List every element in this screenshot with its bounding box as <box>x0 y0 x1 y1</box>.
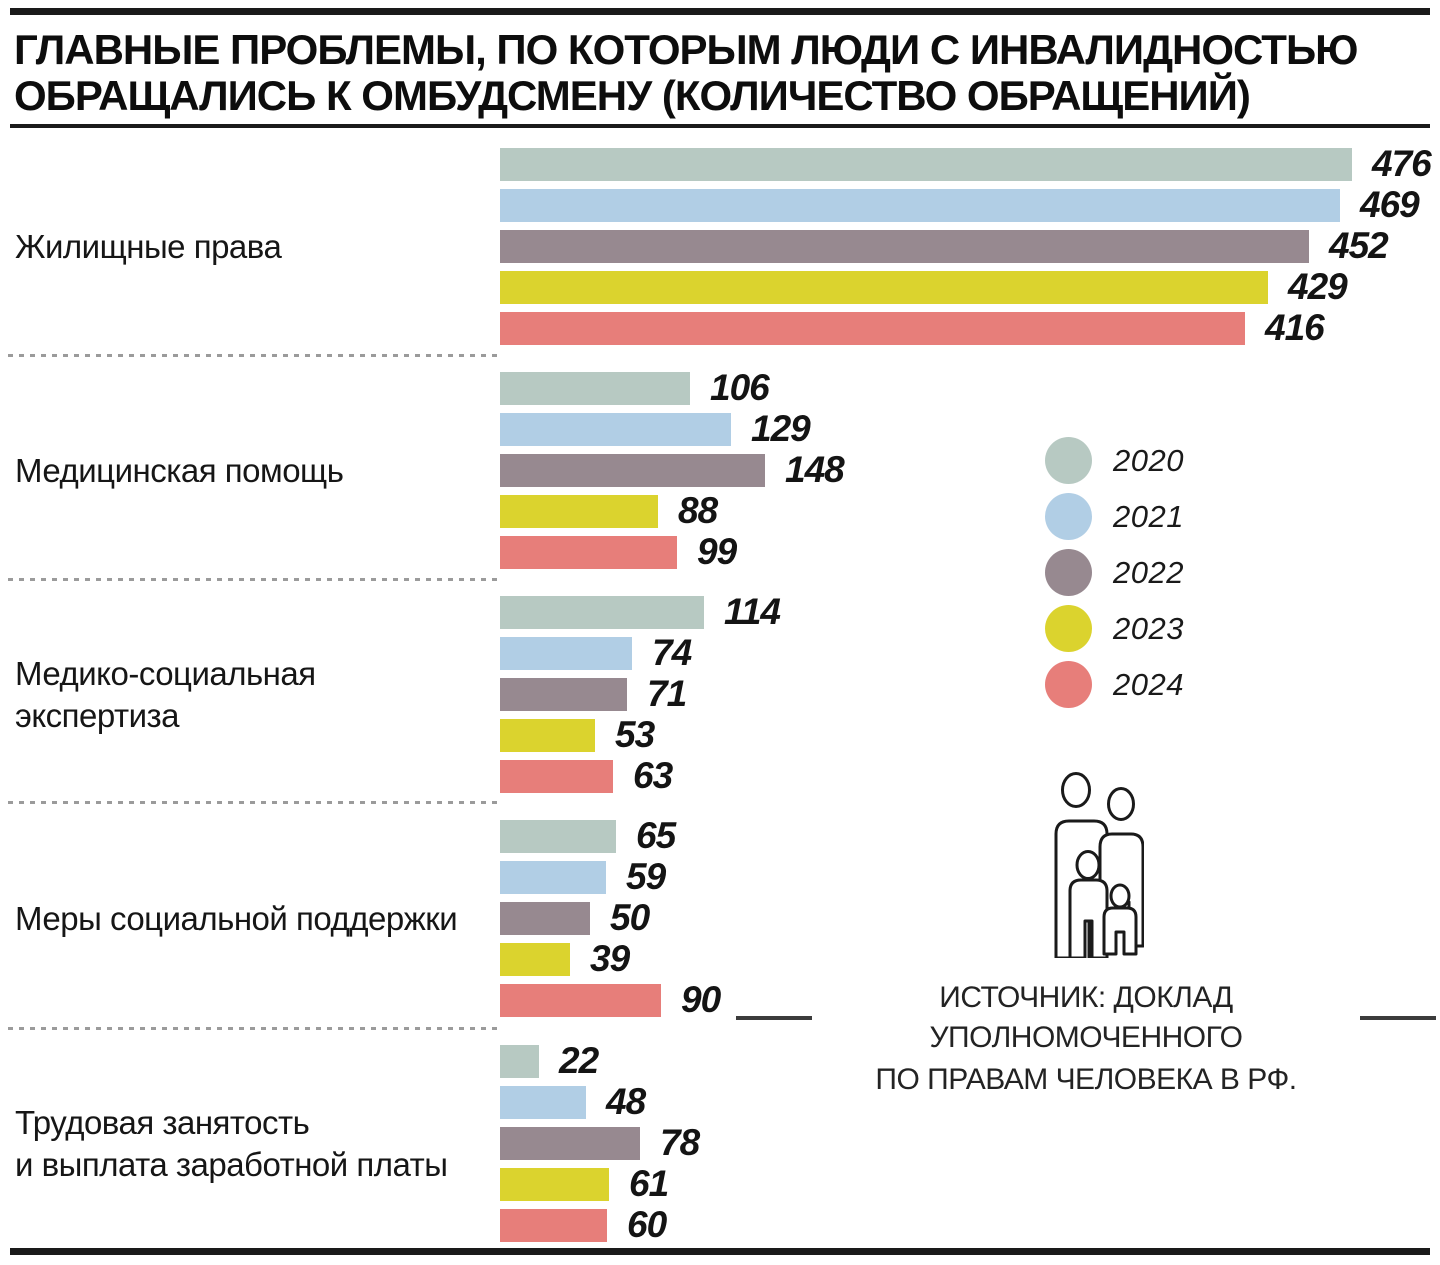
bar-2024-group-1 <box>500 536 677 569</box>
group-separator-4 <box>8 1027 498 1030</box>
bar-value-label: 88 <box>678 489 718 531</box>
category-label-line: Медико-социальная экспертиза <box>15 654 316 734</box>
group-separator-1 <box>8 354 498 357</box>
bar-value-label: 59 <box>626 855 666 897</box>
legend-item-2020: 2020 <box>1045 437 1184 484</box>
category-label-line: и выплата заработной платы <box>15 1145 448 1183</box>
bar-value-label: 106 <box>710 366 770 408</box>
bar-2022-group-1 <box>500 454 765 487</box>
bar-2023-group-0 <box>500 271 1268 304</box>
legend: 2020 2021 2022 2023 2024 <box>1045 437 1184 708</box>
source-left-dash <box>736 1016 812 1020</box>
bar-value-label: 99 <box>697 530 737 572</box>
legend-year-label: 2023 <box>1113 610 1184 646</box>
bar-2021-group-2 <box>500 637 632 670</box>
source-row-1: ИСТОЧНИК: ДОКЛАД УПОЛНОМОЧЕННОГО <box>736 978 1436 1058</box>
legend-color-dot-2022 <box>1045 549 1092 596</box>
bar-2023-group-1 <box>500 495 658 528</box>
bar-value-label: 61 <box>629 1162 669 1204</box>
legend-year-label: 2021 <box>1113 498 1184 534</box>
legend-item-2021: 2021 <box>1045 493 1184 540</box>
bar-2023-group-3 <box>500 943 570 976</box>
legend-year-label: 2024 <box>1113 666 1184 702</box>
legend-year-label: 2022 <box>1113 554 1184 590</box>
category-label-line: Медицинская помощь <box>15 451 344 489</box>
bar-2022-group-4 <box>500 1127 640 1160</box>
category-label-2: Медико-социальная экспертиза <box>15 653 485 737</box>
bar-2021-group-4 <box>500 1086 586 1119</box>
title-line-2: ОБРАЩАЛИСЬ К ОМБУДСМЕНУ (КОЛИЧЕСТВО ОБРА… <box>14 72 1251 119</box>
page-title: ГЛАВНЫЕ ПРОБЛЕМЫ, ПО КОТОРЫМ ЛЮДИ С ИНВА… <box>14 26 1358 119</box>
source-text-line-1: ИСТОЧНИК: ДОКЛАД УПОЛНОМОЧЕННОГО <box>929 981 1243 1054</box>
category-label-3: Меры социальной поддержки <box>15 898 485 940</box>
bar-value-label: 65 <box>636 814 676 856</box>
bar-2024-group-0 <box>500 312 1245 345</box>
legend-color-dot-2024 <box>1045 661 1092 708</box>
bar-2021-group-3 <box>500 861 606 894</box>
bar-value-label: 48 <box>606 1080 646 1122</box>
bar-2023-group-2 <box>500 719 595 752</box>
legend-color-dot-2020 <box>1045 437 1092 484</box>
bar-2022-group-2 <box>500 678 627 711</box>
source-note: ИСТОЧНИК: ДОКЛАД УПОЛНОМОЧЕННОГО ПО ПРАВ… <box>736 978 1436 1100</box>
legend-item-2024: 2024 <box>1045 661 1184 708</box>
bar-value-label: 60 <box>627 1203 667 1245</box>
bar-value-label: 78 <box>660 1121 700 1163</box>
bar-value-label: 71 <box>647 672 687 714</box>
bar-value-label: 148 <box>785 448 845 490</box>
bar-2020-group-2 <box>500 596 704 629</box>
bar-2020-group-0 <box>500 148 1352 181</box>
legend-color-dot-2021 <box>1045 493 1092 540</box>
bar-2024-group-2 <box>500 760 613 793</box>
bar-value-label: 50 <box>610 896 650 938</box>
legend-year-label: 2020 <box>1113 442 1184 478</box>
bar-2023-group-4 <box>500 1168 609 1201</box>
bar-2020-group-1 <box>500 372 690 405</box>
bar-2020-group-3 <box>500 820 616 853</box>
bar-2022-group-0 <box>500 230 1309 263</box>
bottom-rule <box>10 1248 1430 1255</box>
family-icon <box>1054 772 1144 958</box>
source-text-line-2: ПО ПРАВАМ ЧЕЛОВЕКА В РФ. <box>875 1063 1297 1096</box>
bar-value-label: 53 <box>615 713 655 755</box>
category-label-line: Трудовая занятость <box>15 1103 310 1141</box>
group-separator-3 <box>8 801 498 804</box>
bar-2021-group-1 <box>500 413 731 446</box>
title-divider <box>10 124 1430 128</box>
top-rule <box>10 8 1430 15</box>
bar-value-label: 469 <box>1360 183 1420 225</box>
category-label-line: Меры социальной поддержки <box>15 899 458 937</box>
bar-value-label: 452 <box>1329 224 1389 266</box>
bar-value-label: 129 <box>751 407 811 449</box>
bar-value-label: 476 <box>1372 142 1432 184</box>
bar-2020-group-4 <box>500 1045 539 1078</box>
category-label-1: Медицинская помощь <box>15 450 485 492</box>
group-separator-2 <box>8 578 498 581</box>
bar-value-label: 39 <box>590 937 630 979</box>
legend-color-dot-2023 <box>1045 605 1092 652</box>
legend-item-2022: 2022 <box>1045 549 1184 596</box>
bar-value-label: 416 <box>1265 306 1325 348</box>
category-label-4: Трудовая занятость и выплата заработной п… <box>15 1102 485 1186</box>
bar-value-label: 22 <box>559 1039 599 1081</box>
bar-2021-group-0 <box>500 189 1340 222</box>
category-label-line: Жилищные права <box>15 227 282 265</box>
title-line-1: ГЛАВНЫЕ ПРОБЛЕМЫ, ПО КОТОРЫМ ЛЮДИ С ИНВА… <box>14 26 1358 73</box>
bar-value-label: 429 <box>1288 265 1348 307</box>
bar-value-label: 74 <box>652 631 692 673</box>
bar-2024-group-4 <box>500 1209 607 1242</box>
bar-2022-group-3 <box>500 902 590 935</box>
bar-2024-group-3 <box>500 984 661 1017</box>
bar-value-label: 114 <box>724 590 781 632</box>
legend-item-2023: 2023 <box>1045 605 1184 652</box>
category-label-0: Жилищные права <box>15 226 485 268</box>
source-right-dash <box>1360 1016 1436 1020</box>
bar-value-label: 90 <box>681 978 721 1020</box>
bar-value-label: 63 <box>633 754 673 796</box>
